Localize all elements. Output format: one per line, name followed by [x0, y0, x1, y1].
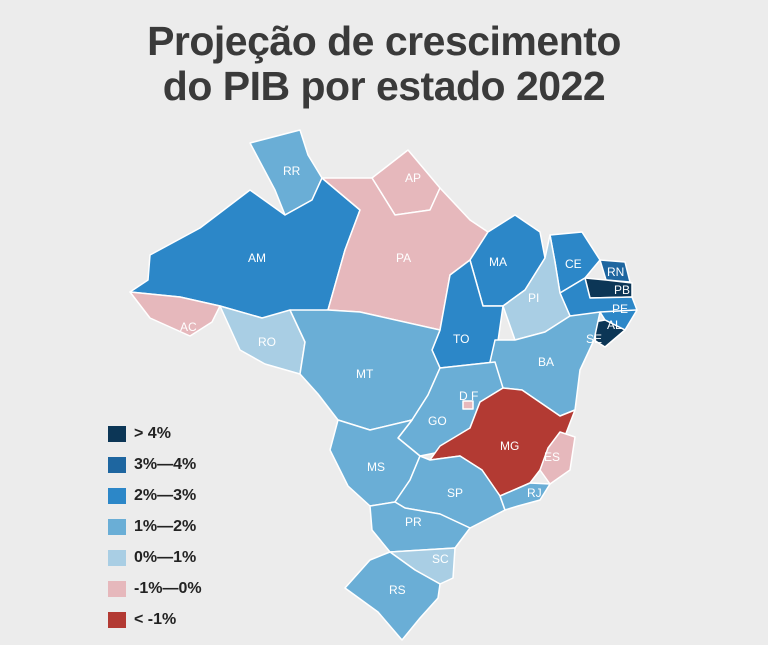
legend-item: 2%—3%	[108, 480, 202, 511]
label-es: ES	[544, 450, 560, 464]
label-mg: MG	[500, 439, 519, 453]
legend-item: -1%—0%	[108, 573, 202, 604]
state-rj[interactable]	[499, 482, 551, 511]
legend-label: 0%—1%	[134, 548, 197, 566]
chart-title-line1: Projeção de crescimento	[147, 18, 621, 64]
label-rr: RR	[283, 164, 301, 178]
label-pb: PB	[614, 283, 630, 297]
state-rn[interactable]	[599, 259, 631, 283]
legend-label: > 4%	[134, 424, 171, 442]
legend-swatch	[108, 518, 126, 535]
label-al: AL	[607, 318, 622, 332]
label-rj: RJ	[527, 486, 542, 500]
legend-swatch	[108, 580, 126, 597]
chart-title-line2: do PIB por estado 2022	[162, 63, 606, 109]
legend-item: > 4%	[108, 418, 202, 449]
label-sc: SC	[432, 552, 449, 566]
label-ma: MA	[489, 255, 507, 269]
label-ap: AP	[405, 171, 421, 185]
legend-swatch	[108, 611, 126, 628]
label-pa: PA	[396, 251, 411, 265]
state-pr[interactable]	[369, 501, 471, 553]
label-ms: MS	[367, 460, 385, 474]
state-sp[interactable]	[394, 455, 506, 529]
label-pe: PE	[612, 302, 628, 316]
legend-label: 3%—4%	[134, 455, 197, 473]
label-ac: AC	[180, 320, 197, 334]
label-mt: MT	[356, 367, 374, 381]
label-sp: SP	[447, 486, 463, 500]
legend-swatch	[108, 487, 126, 504]
legend-swatch	[108, 456, 126, 473]
state-pi[interactable]	[502, 234, 571, 341]
label-pr: PR	[405, 515, 422, 529]
state-labels: RR AP AM PA MA CE RN PB PE AL SE AC RO P…	[180, 164, 630, 597]
state-ac[interactable]	[129, 291, 221, 337]
label-df: D F	[459, 389, 478, 403]
legend-item: 0%—1%	[108, 542, 202, 573]
label-se: SE	[586, 332, 602, 346]
label-ba: BA	[538, 355, 554, 369]
legend-item: 3%—4%	[108, 449, 202, 480]
legend-swatch	[108, 425, 126, 442]
label-am: AM	[248, 251, 266, 265]
label-to: TO	[453, 332, 469, 346]
legend-label: < -1%	[134, 610, 177, 628]
label-pi: PI	[528, 291, 539, 305]
legend: > 4% 3%—4% 2%—3% 1%—2% 0%—1% -1%—0% < -1…	[108, 418, 202, 635]
label-rn: RN	[607, 265, 624, 279]
legend-label: 2%—3%	[134, 486, 197, 504]
label-go: GO	[428, 414, 447, 428]
label-ro: RO	[258, 335, 276, 349]
legend-swatch	[108, 549, 126, 566]
label-rs: RS	[389, 583, 406, 597]
legend-label: -1%—0%	[134, 579, 202, 597]
state-df[interactable]	[462, 400, 474, 410]
state-rs[interactable]	[344, 551, 441, 641]
legend-item: 1%—2%	[108, 511, 202, 542]
legend-item: < -1%	[108, 604, 202, 635]
label-ce: CE	[565, 257, 582, 271]
legend-label: 1%—2%	[134, 517, 197, 535]
